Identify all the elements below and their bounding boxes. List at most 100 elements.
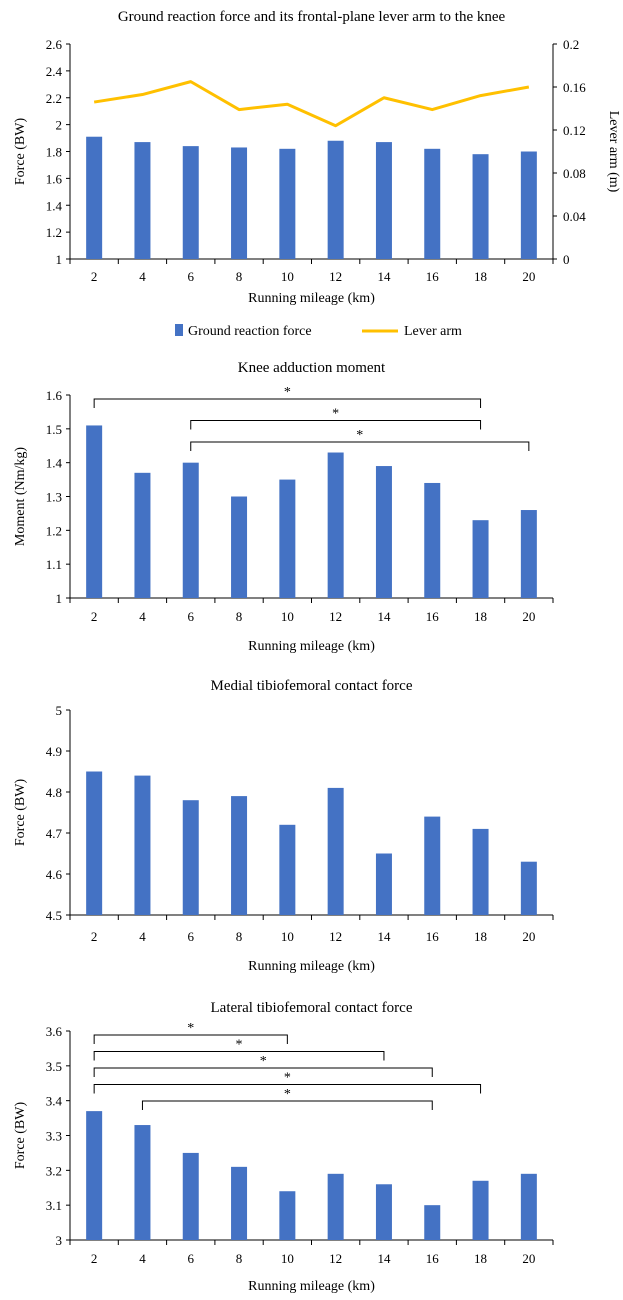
significance-star: * xyxy=(284,1071,291,1086)
x-tick-label: 20 xyxy=(522,929,535,944)
bar xyxy=(424,816,441,915)
x-tick-label: 18 xyxy=(474,609,487,624)
chart-title: Medial tibiofemoral contact force xyxy=(211,678,413,694)
bar xyxy=(279,148,296,259)
bar xyxy=(375,853,392,915)
x-tick-label: 16 xyxy=(426,269,440,284)
significance-bracket xyxy=(190,420,482,430)
x-tick-label: 4 xyxy=(139,269,146,284)
y-tick-label: 1 xyxy=(56,591,63,606)
legend-swatch-bar xyxy=(175,324,183,336)
x-tick-label: 12 xyxy=(329,609,342,624)
x-tick-label: 18 xyxy=(474,1251,487,1266)
significance-star: * xyxy=(332,407,339,422)
significance-star: * xyxy=(260,1054,267,1069)
bar xyxy=(231,1166,248,1240)
bar xyxy=(520,151,537,259)
bar xyxy=(231,496,248,598)
bar xyxy=(134,142,151,259)
bar xyxy=(86,771,103,915)
x-tick-label: 2 xyxy=(91,929,98,944)
significance-bracket xyxy=(93,1051,385,1061)
bar xyxy=(520,861,537,915)
y-tick-label: 2 xyxy=(56,118,63,133)
x-axis-label: Running mileage (km) xyxy=(248,959,375,974)
bar xyxy=(472,154,489,259)
bar xyxy=(472,1180,489,1240)
x-tick-label: 4 xyxy=(139,929,146,944)
chart-title: Knee adduction moment xyxy=(238,360,386,376)
significance-bracket xyxy=(93,1084,482,1094)
y-tick-label: 2.6 xyxy=(46,37,63,52)
bar xyxy=(86,1111,103,1240)
y-tick-label: 3.6 xyxy=(46,1024,63,1039)
x-tick-label: 4 xyxy=(139,1251,146,1266)
bar xyxy=(327,140,344,259)
bar xyxy=(520,1173,537,1240)
y2-tick-label: 0.12 xyxy=(563,123,586,138)
bar xyxy=(279,824,296,915)
bar xyxy=(424,482,441,598)
bar xyxy=(424,148,441,259)
x-tick-label: 10 xyxy=(281,609,294,624)
y-tick-label: 3.1 xyxy=(46,1198,62,1213)
y-tick-label: 1.5 xyxy=(46,422,62,437)
legend-label: Lever arm xyxy=(404,324,462,339)
y-tick-label: 1.3 xyxy=(46,490,62,505)
bar xyxy=(134,1125,151,1240)
y2-tick-label: 0.04 xyxy=(563,209,586,224)
x-tick-label: 18 xyxy=(474,269,487,284)
bar xyxy=(279,479,296,598)
x-tick-label: 20 xyxy=(522,1251,535,1266)
x-tick-label: 14 xyxy=(377,609,391,624)
significance-bracket xyxy=(141,1100,433,1110)
y-tick-label: 1 xyxy=(56,252,63,267)
x-tick-label: 16 xyxy=(426,1251,440,1266)
bar xyxy=(472,520,489,598)
y-tick-label: 3.4 xyxy=(46,1094,63,1109)
y-tick-label: 1.8 xyxy=(46,145,62,160)
y2-tick-label: 0.16 xyxy=(563,80,586,95)
bar xyxy=(520,510,537,598)
x-tick-label: 12 xyxy=(329,929,342,944)
y-axis-label: Moment (Nm/kg) xyxy=(13,447,28,546)
x-tick-label: 20 xyxy=(522,609,535,624)
x-tick-label: 6 xyxy=(188,269,195,284)
x-tick-label: 14 xyxy=(377,929,391,944)
x-tick-label: 10 xyxy=(281,929,294,944)
bar xyxy=(134,775,151,915)
x-tick-label: 16 xyxy=(426,929,440,944)
significance-star: * xyxy=(236,1038,243,1053)
x-tick-label: 6 xyxy=(188,609,195,624)
x-tick-label: 2 xyxy=(91,609,98,624)
lever-arm-line xyxy=(93,80,530,128)
y-tick-label: 3.5 xyxy=(46,1059,62,1074)
bar xyxy=(182,1152,199,1240)
bar xyxy=(375,142,392,259)
bar xyxy=(279,1191,296,1240)
y-tick-label: 4.7 xyxy=(46,826,63,841)
x-tick-label: 8 xyxy=(236,269,243,284)
y2-tick-label: 0.08 xyxy=(563,166,586,181)
y-tick-label: 4.8 xyxy=(46,785,62,800)
x-tick-label: 14 xyxy=(377,1251,391,1266)
y-tick-label: 1.2 xyxy=(46,523,62,538)
x-tick-label: 18 xyxy=(474,929,487,944)
x-tick-label: 8 xyxy=(236,929,243,944)
x-tick-label: 4 xyxy=(139,609,146,624)
y-tick-label: 4.5 xyxy=(46,908,62,923)
significance-star: * xyxy=(356,428,363,443)
x-tick-label: 16 xyxy=(426,609,440,624)
significance-bracket xyxy=(190,441,530,451)
bar xyxy=(86,136,103,259)
x-axis-label: Running mileage (km) xyxy=(248,291,375,306)
x-axis-label: Running mileage (km) xyxy=(248,1279,375,1294)
y-tick-label: 4.6 xyxy=(46,867,63,882)
significance-star: * xyxy=(284,385,291,400)
bar xyxy=(375,466,392,598)
chart-title: Lateral tibiofemoral contact force xyxy=(211,1000,413,1016)
significance-star: * xyxy=(284,1087,291,1102)
y-axis-label: Force (BW) xyxy=(13,118,28,186)
bar xyxy=(182,146,199,259)
y-tick-label: 2.2 xyxy=(46,91,62,106)
